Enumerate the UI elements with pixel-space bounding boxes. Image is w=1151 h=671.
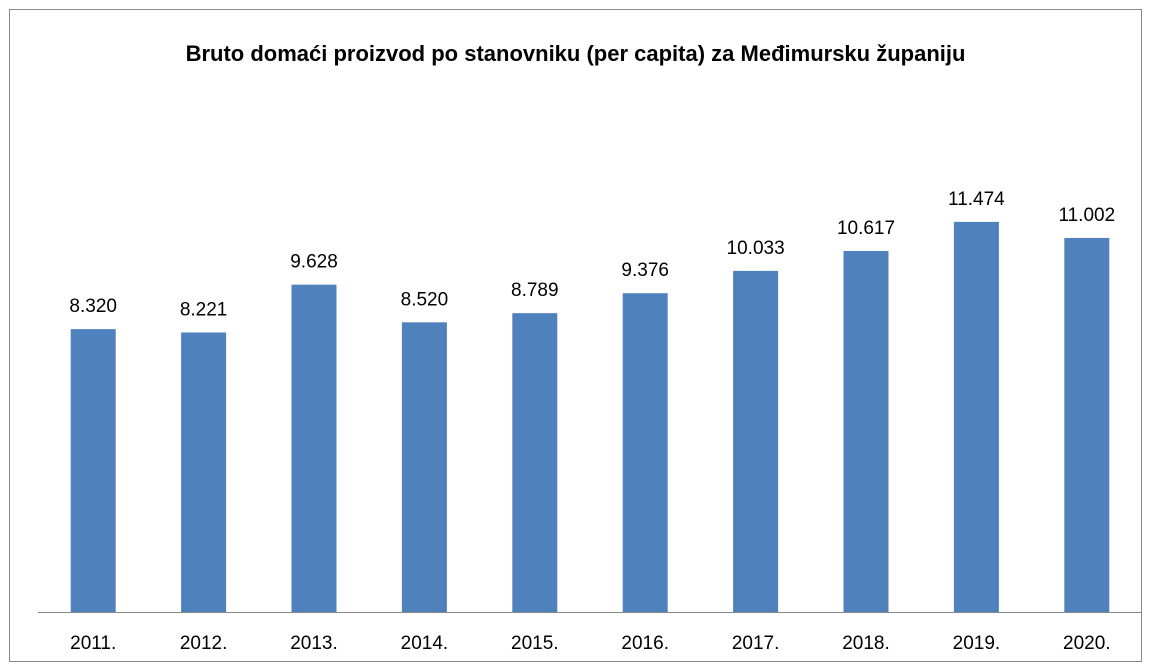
bar <box>953 221 999 612</box>
bar <box>70 329 116 612</box>
data-label: 8.520 <box>401 289 449 310</box>
chart-frame <box>9 9 1142 662</box>
bar <box>622 293 668 612</box>
data-label: 8.221 <box>180 300 228 321</box>
bar <box>181 332 227 612</box>
x-tick-label: 2014. <box>401 633 449 654</box>
bar <box>843 251 889 612</box>
bar <box>1064 237 1110 612</box>
bar <box>733 270 779 612</box>
x-tick-label: 2019. <box>953 633 1001 654</box>
data-label: 8.789 <box>511 280 559 301</box>
chart-title: Bruto domaći proizvod po stanovniku (per… <box>185 41 966 66</box>
data-label: 11.474 <box>948 189 1005 210</box>
x-tick-label: 2012. <box>180 633 228 654</box>
data-label: 11.002 <box>1058 205 1115 226</box>
x-tick-label: 2017. <box>732 633 780 654</box>
x-tick-label: 2020. <box>1063 633 1111 654</box>
x-tick-label: 2011. <box>70 633 116 654</box>
x-tick-label: 2013. <box>290 633 338 654</box>
x-tick-label: 2015. <box>511 633 559 654</box>
bar <box>291 284 337 612</box>
data-label: 9.628 <box>290 252 338 273</box>
data-label: 9.376 <box>621 260 669 281</box>
x-tick-label: 2016. <box>621 633 669 654</box>
data-label: 10.617 <box>837 218 895 239</box>
data-label: 10.033 <box>727 238 785 259</box>
data-label: 8.320 <box>69 296 117 317</box>
bar <box>401 322 447 612</box>
x-tick-label: 2018. <box>842 633 890 654</box>
bar <box>512 313 558 612</box>
